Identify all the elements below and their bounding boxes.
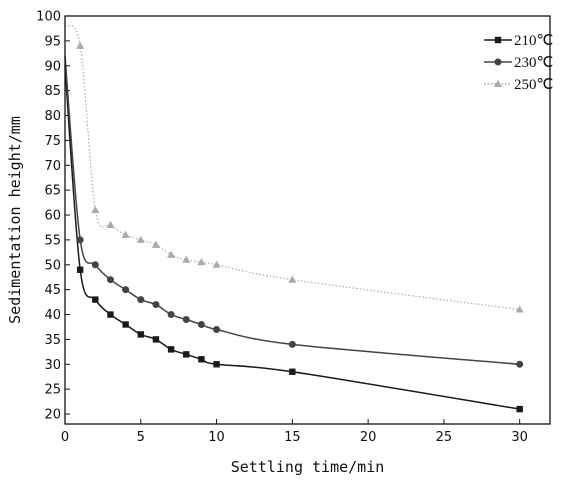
data-point-250 [151,240,160,248]
data-point-210 [198,356,205,363]
series-230 [64,55,524,368]
y-tick-label: 90 [44,59,61,74]
legend: 210℃ 230℃ 250℃ [484,33,553,93]
y-tick-label: 25 [44,383,61,398]
y-tick-label: 85 [44,84,61,99]
x-tick-label: 20 [360,430,377,445]
data-point-210 [92,296,99,303]
y-tick-label: 75 [44,134,61,149]
data-point-230 [197,320,205,328]
data-point-210 [516,405,523,413]
data-point-210 [183,351,190,358]
legend-marker-210 [494,36,502,44]
x-tick-label: 15 [284,430,301,445]
data-point-250 [182,255,191,263]
y-tick-label: 95 [44,34,61,49]
y-tick-label: 30 [44,358,61,373]
data-point-250 [167,250,176,258]
x-tick-label: 0 [61,430,69,445]
y-tick-label: 40 [44,308,61,323]
y-tick-label: 65 [44,184,61,199]
data-point-250 [212,260,221,268]
data-point-230 [106,276,114,284]
data-point-250 [197,258,206,266]
data-point-230 [213,325,221,333]
x-tick-label: 10 [208,430,225,445]
legend-label-230: 230℃ [514,55,553,71]
data-point-210 [289,368,296,375]
data-point-250 [91,205,100,214]
data-point-250 [121,230,130,238]
data-point-230 [152,301,160,309]
data-point-230 [182,316,190,324]
data-point-210 [107,311,114,318]
legend-label-210: 210℃ [514,33,553,49]
data-point-230 [167,311,175,319]
x-tick-label: 25 [436,430,453,445]
data-point-250 [106,220,115,228]
series-line-250 [64,25,520,311]
x-tick-label: 30 [511,430,528,445]
y-tick-label: 45 [44,283,61,298]
series-lines [64,25,524,413]
data-point-230 [76,236,84,244]
data-point-210 [76,266,84,273]
data-point-210 [152,336,160,343]
data-point-210 [167,346,175,353]
x-axis-title: Settling time/min [231,458,385,476]
data-point-250 [515,305,524,313]
y-tick-label: 60 [44,209,61,224]
series-line-230 [64,55,520,366]
x-tick-label: 5 [137,430,145,445]
y-tick-label: 35 [44,333,61,348]
legend-label-250: 250℃ [514,77,553,93]
legend-marker-230 [494,58,502,66]
series-210 [64,65,523,413]
y-axis-title: Sedimentation height/mm [6,116,24,324]
data-point-210 [137,331,144,338]
data-point-210 [122,321,129,328]
data-point-210 [213,361,220,368]
axis-ticks: 0 5 10 15 20 25 30 20 25 30 35 40 45 50 55 60 65 70 75 80 85… [36,10,528,446]
series-250 [64,25,524,313]
data-point-250 [136,235,145,243]
plot-frame [64,15,551,425]
y-tick-label: 50 [44,258,61,273]
legend-marker-250 [494,79,502,87]
data-point-230 [516,360,524,368]
data-point-250 [76,41,85,49]
data-point-230 [122,286,130,294]
y-tick-label: 70 [44,159,61,174]
data-point-250 [288,275,297,283]
y-tick-label: 20 [44,408,61,423]
y-tick-label: 80 [44,109,61,124]
y-tick-label: 55 [44,233,61,248]
data-point-230 [288,340,296,348]
y-tick-label: 100 [36,10,61,25]
data-point-230 [91,261,99,269]
data-point-230 [137,296,145,304]
